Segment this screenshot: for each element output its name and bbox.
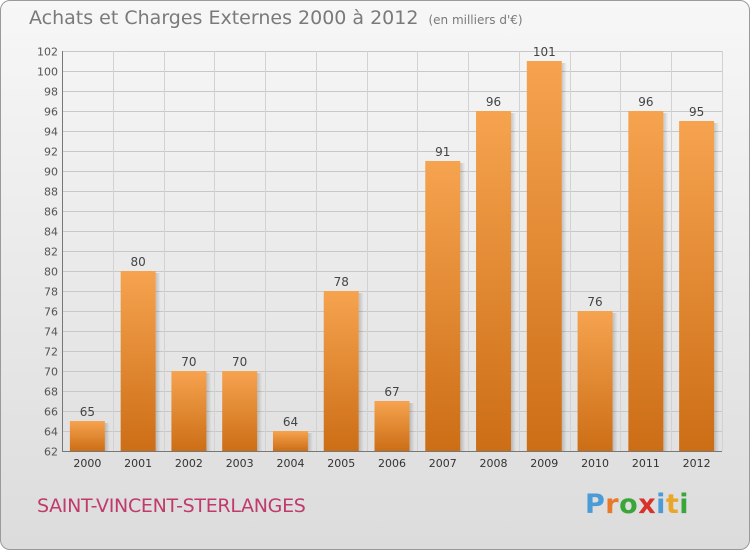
y-tick-label: 64 <box>44 426 58 439</box>
y-tick-label: 68 <box>44 386 58 399</box>
bar-shadow <box>257 373 263 451</box>
data-label: 76 <box>587 295 602 309</box>
x-tick-label: 2001 <box>124 457 152 470</box>
data-label: 67 <box>384 385 399 399</box>
y-tick-label: 92 <box>44 146 58 159</box>
y-tick-label: 82 <box>44 246 58 259</box>
y-tick-label: 70 <box>44 366 58 379</box>
y-tick-label: 100 <box>37 66 58 79</box>
bar-shadow <box>612 313 618 451</box>
bar <box>577 311 613 451</box>
bar <box>526 61 562 451</box>
bar-shadow <box>104 423 110 451</box>
logo-letter: i <box>656 489 666 520</box>
axes: 62 64 66 68 70 72 74 76 78 80 82 84 86 88 90 92 94 96 98 10… <box>37 46 722 470</box>
x-tick-label: 2009 <box>530 457 558 470</box>
y-tick-label: 88 <box>44 186 58 199</box>
bar <box>69 421 105 451</box>
logo-letter: o <box>619 489 639 520</box>
bar <box>222 371 258 451</box>
x-tick-label: 2008 <box>480 457 508 470</box>
bar <box>425 161 461 451</box>
data-label: 96 <box>486 95 501 109</box>
bar-shadow <box>358 293 364 451</box>
y-tick-label: 96 <box>44 106 58 119</box>
x-tick-label: 2006 <box>378 457 406 470</box>
bar-shadow <box>511 113 517 451</box>
y-tick-label: 72 <box>44 346 58 359</box>
bars <box>69 61 720 451</box>
y-tick-label: 76 <box>44 306 58 319</box>
bar-shadow <box>663 113 669 451</box>
data-label: 64 <box>283 415 298 429</box>
bar-shadow <box>409 403 415 451</box>
logo-letter: P <box>585 489 606 520</box>
logo-letter: r <box>605 489 620 520</box>
data-label: 70 <box>181 355 196 369</box>
data-label: 78 <box>334 275 349 289</box>
y-tick-label: 66 <box>44 406 58 419</box>
y-tick-label: 94 <box>44 126 58 139</box>
chart-title: Achats et Charges Externes 2000 à 2012 (e… <box>29 7 523 29</box>
bar-shadow <box>561 63 567 451</box>
data-label: 91 <box>435 145 450 159</box>
y-tick-label: 102 <box>37 46 58 59</box>
bar-shadow <box>714 123 720 451</box>
bar <box>120 271 156 451</box>
chart-subtitle: (en milliers d'€) <box>428 13 523 27</box>
logo-letter: i <box>679 489 690 520</box>
bar-shadow <box>460 163 466 451</box>
bar <box>171 371 207 451</box>
y-tick-label: 84 <box>44 226 58 239</box>
y-tick-label: 74 <box>44 326 58 339</box>
x-tick-label: 2004 <box>276 457 304 470</box>
logo-letter: x <box>638 489 657 520</box>
y-tick-label: 98 <box>44 86 58 99</box>
bar <box>628 111 664 451</box>
bar <box>374 401 410 451</box>
commune-name: SAINT-VINCENT-STERLANGES <box>37 495 306 517</box>
data-label: 101 <box>533 45 556 59</box>
bar <box>323 291 359 451</box>
x-tick-label: 2012 <box>683 457 711 470</box>
bar <box>476 111 512 451</box>
y-tick-label: 62 <box>44 446 58 459</box>
data-label: 65 <box>80 405 95 419</box>
x-tick-label: 2000 <box>73 457 101 470</box>
bar-shadow <box>206 373 212 451</box>
data-label: 95 <box>689 105 704 119</box>
x-tick-label: 2002 <box>175 457 203 470</box>
data-label: 80 <box>131 255 146 269</box>
x-tick-label: 2003 <box>226 457 254 470</box>
y-tick-label: 90 <box>44 166 58 179</box>
x-tick-label: 2005 <box>327 457 355 470</box>
bar <box>679 121 715 451</box>
logo-letter: t <box>665 489 680 520</box>
bar <box>272 431 308 451</box>
data-labels: 65 80 70 70 64 78 67 91 96 101 76 96 95 <box>80 45 705 429</box>
data-label: 96 <box>638 95 653 109</box>
y-tick-label: 80 <box>44 266 58 279</box>
x-tick-label: 2010 <box>581 457 609 470</box>
data-label: 70 <box>232 355 247 369</box>
chart-title-text: Achats et Charges Externes 2000 à 2012 <box>29 7 419 29</box>
bar-shadow <box>307 433 313 451</box>
y-tick-label: 86 <box>44 206 58 219</box>
x-tick-label: 2007 <box>429 457 457 470</box>
y-tick-label: 78 <box>44 286 58 299</box>
proxiti-logo: Proxiti <box>585 489 689 520</box>
x-tick-label: 2011 <box>632 457 660 470</box>
bar-shadow <box>155 273 161 451</box>
